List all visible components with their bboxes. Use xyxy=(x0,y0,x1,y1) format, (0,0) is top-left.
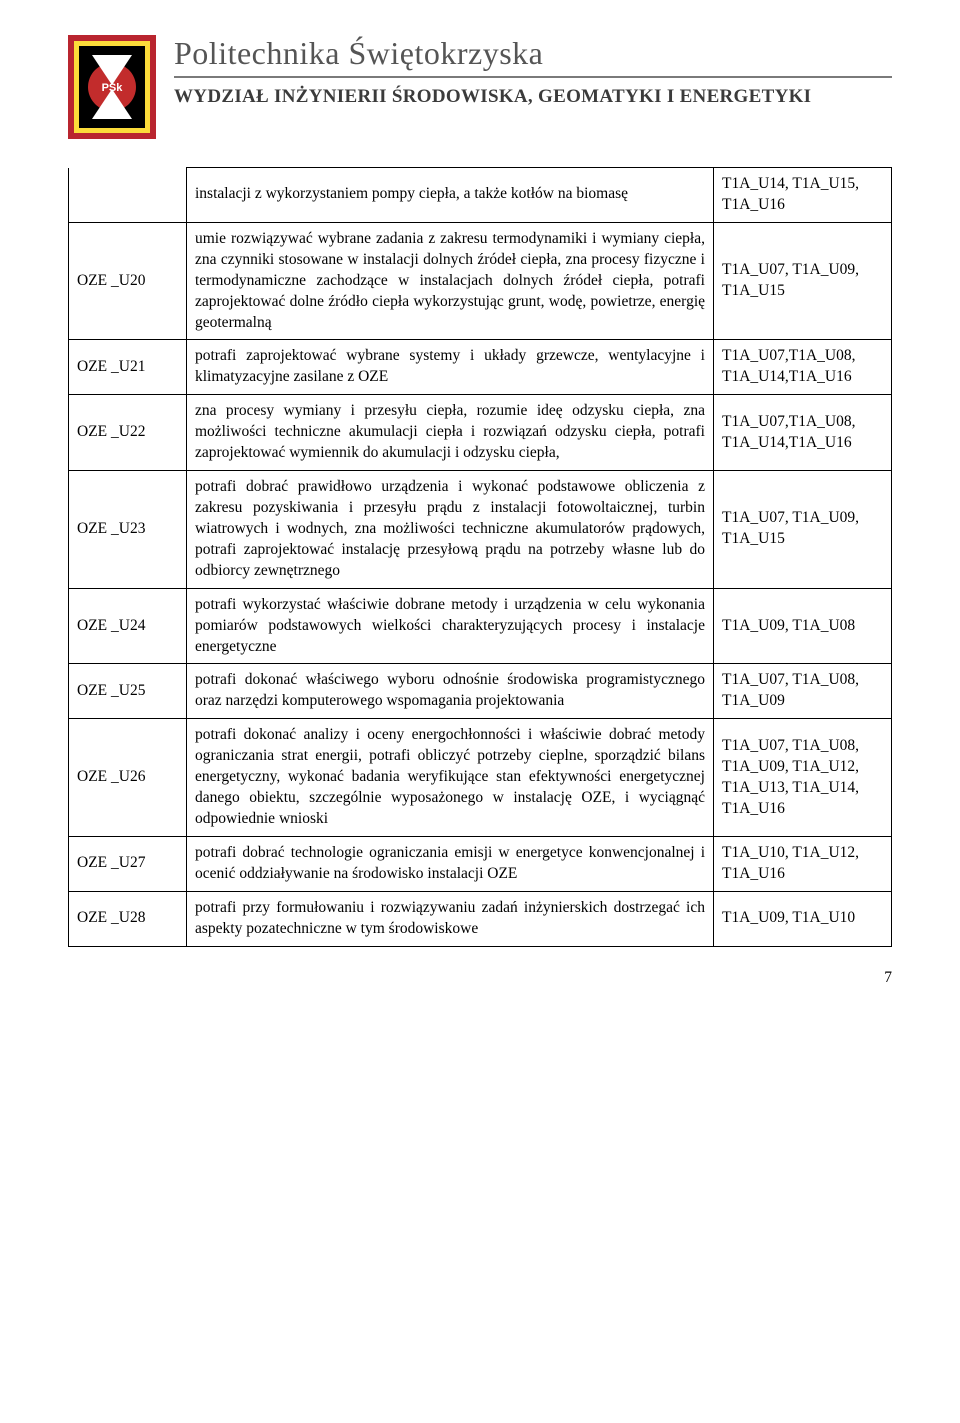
university-name: Politechnika Świętokrzyska xyxy=(174,35,892,72)
header-text-block: Politechnika Świętokrzyska WYDZIAŁ INŻYN… xyxy=(174,35,892,108)
table-row: OZE _U24potrafi wykorzystać właściwie do… xyxy=(69,588,892,664)
header-divider xyxy=(174,76,892,78)
ref-cell: T1A_U07, T1A_U08, T1A_U09 xyxy=(714,664,892,719)
ref-cell: T1A_U14, T1A_U15, T1A_U16 xyxy=(714,168,892,223)
ref-cell: T1A_U07,T1A_U08, T1A_U14,T1A_U16 xyxy=(714,340,892,395)
desc-cell: zna procesy wymiany i przesyłu ciepła, r… xyxy=(187,395,714,471)
desc-cell: potrafi dokonać analizy i oceny energoch… xyxy=(187,719,714,837)
code-cell: OZE _U24 xyxy=(69,588,187,664)
outcomes-table: instalacji z wykorzystaniem pompy ciepła… xyxy=(68,167,892,947)
table-row: OZE _U27potrafi dobrać technologie ogran… xyxy=(69,836,892,891)
table-row: OZE _U22zna procesy wymiany i przesyłu c… xyxy=(69,395,892,471)
code-cell: OZE _U28 xyxy=(69,891,187,946)
table-row: OZE _U20umie rozwiązywać wybrane zadania… xyxy=(69,222,892,340)
svg-text:PŚk: PŚk xyxy=(102,81,124,94)
table-row: instalacji z wykorzystaniem pompy ciepła… xyxy=(69,168,892,223)
code-cell: OZE _U21 xyxy=(69,340,187,395)
table-row: OZE _U25potrafi dokonać właściwego wybor… xyxy=(69,664,892,719)
table-row: OZE _U26potrafi dokonać analizy i oceny … xyxy=(69,719,892,837)
desc-cell: potrafi dobrać technologie ograniczania … xyxy=(187,836,714,891)
university-logo: PŚk xyxy=(68,35,156,139)
ref-cell: T1A_U07,T1A_U08, T1A_U14,T1A_U16 xyxy=(714,395,892,471)
code-cell: OZE _U26 xyxy=(69,719,187,837)
code-cell: OZE _U22 xyxy=(69,395,187,471)
ref-cell: T1A_U07, T1A_U09, T1A_U15 xyxy=(714,471,892,589)
code-cell: OZE _U25 xyxy=(69,664,187,719)
code-cell: OZE _U23 xyxy=(69,471,187,589)
desc-cell: potrafi dobrać prawidłowo urządzenia i w… xyxy=(187,471,714,589)
code-cell-empty xyxy=(69,168,187,223)
desc-cell: instalacji z wykorzystaniem pompy ciepła… xyxy=(187,168,714,223)
page-number: 7 xyxy=(68,969,892,987)
table-row: OZE _U23potrafi dobrać prawidłowo urządz… xyxy=(69,471,892,589)
desc-cell: potrafi zaprojektować wybrane systemy i … xyxy=(187,340,714,395)
desc-cell: umie rozwiązywać wybrane zadania z zakre… xyxy=(187,222,714,340)
code-cell: OZE _U20 xyxy=(69,222,187,340)
ref-cell: T1A_U10, T1A_U12, T1A_U16 xyxy=(714,836,892,891)
desc-cell: potrafi dokonać właściwego wyboru odnośn… xyxy=(187,664,714,719)
page-header: PŚk Politechnika Świętokrzyska WYDZIAŁ I… xyxy=(68,35,892,139)
ref-cell: T1A_U09, T1A_U10 xyxy=(714,891,892,946)
desc-cell: potrafi wykorzystać właściwie dobrane me… xyxy=(187,588,714,664)
ref-cell: T1A_U07, T1A_U09, T1A_U15 xyxy=(714,222,892,340)
faculty-name: WYDZIAŁ INŻYNIERII ŚRODOWISKA, GEOMATYKI… xyxy=(174,86,892,108)
desc-cell: potrafi przy formułowaniu i rozwiązywani… xyxy=(187,891,714,946)
ref-cell: T1A_U09, T1A_U08 xyxy=(714,588,892,664)
code-cell: OZE _U27 xyxy=(69,836,187,891)
ref-cell: T1A_U07, T1A_U08, T1A_U09, T1A_U12, T1A_… xyxy=(714,719,892,837)
table-row: OZE _U21potrafi zaprojektować wybrane sy… xyxy=(69,340,892,395)
table-row: OZE _U28potrafi przy formułowaniu i rozw… xyxy=(69,891,892,946)
